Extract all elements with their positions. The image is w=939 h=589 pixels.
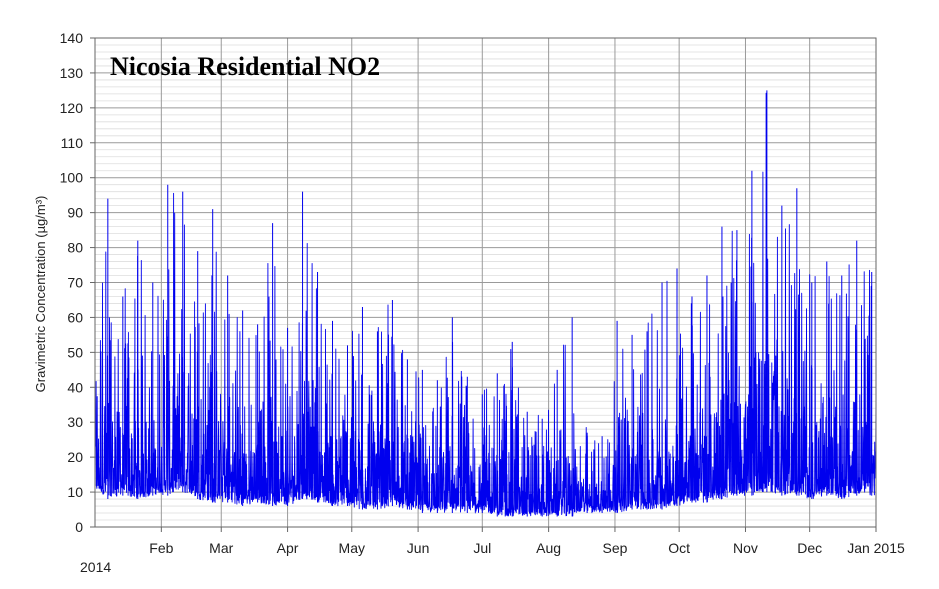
x-tick-label: Feb	[149, 540, 173, 556]
x-tick-label: Dec	[797, 540, 822, 556]
x-tick-label: Mar	[209, 540, 233, 556]
x-tick-label: Aug	[536, 540, 561, 556]
x-axis-ticks: Feb Mar Apr May Jun Jul Aug Sep Oct Nov Dec Jan 201…	[149, 527, 905, 556]
x-axis-start-year-label: 2014	[80, 559, 111, 575]
x-tick-label: Jul	[473, 540, 491, 556]
y-tick-label: 20	[67, 449, 83, 465]
y-tick-label: 120	[60, 100, 84, 116]
y-axis-ticks: 0 10 20 30 40 50 60 70 80 90 100 110 120 130 140	[60, 30, 95, 535]
y-tick-label: 110	[61, 135, 84, 151]
y-tick-label: 10	[67, 484, 83, 500]
y-tick-label: 100	[60, 170, 84, 186]
x-tick-label: Nov	[733, 540, 758, 556]
no2-concentration-line	[94, 92, 877, 517]
x-tick-label: Oct	[668, 540, 690, 556]
y-tick-label: 30	[67, 414, 83, 430]
y-tick-label: 80	[67, 240, 83, 256]
x-tick-label: Apr	[277, 540, 299, 556]
x-tick-label: Jan 2015	[847, 540, 905, 556]
y-tick-label: 50	[67, 344, 83, 360]
y-tick-label: 0	[75, 519, 83, 535]
y-tick-label: 60	[67, 309, 83, 325]
chart-title: Nicosia Residential NO2	[110, 52, 380, 81]
x-tick-label: Sep	[602, 540, 627, 556]
x-tick-label: Jun	[407, 540, 430, 556]
y-tick-label: 140	[60, 30, 84, 46]
y-axis-label: Gravimetric Concentration (µg/m³)	[33, 196, 48, 393]
y-tick-label: 130	[60, 65, 84, 81]
series-layer	[94, 90, 877, 517]
y-tick-label: 90	[67, 205, 83, 221]
y-tick-label: 40	[67, 379, 83, 395]
y-tick-label: 70	[67, 275, 83, 291]
x-tick-label: May	[339, 540, 365, 556]
